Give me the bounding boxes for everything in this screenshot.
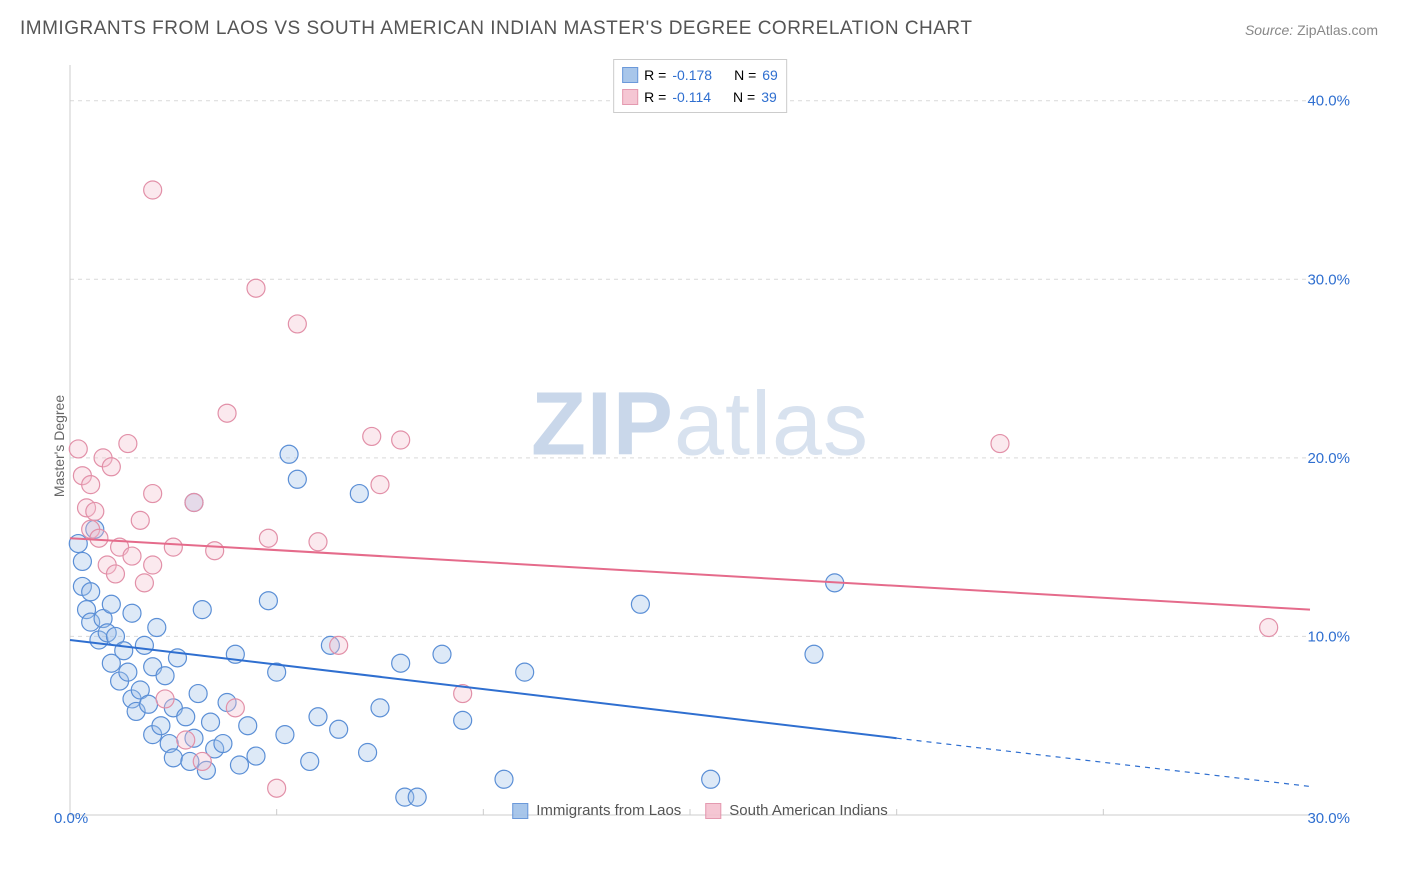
chart-area: ZIPatlas 10.0%20.0%30.0%40.0% R = -0.178… bbox=[50, 55, 1350, 825]
legend-row-laos: R = -0.178 N = 69 bbox=[622, 64, 778, 86]
legend-item-sai: South American Indians bbox=[705, 802, 887, 819]
r-value-sai: -0.114 bbox=[672, 86, 711, 108]
swatch-sai-bottom bbox=[705, 803, 721, 819]
scatter-plot-svg: 10.0% 20.0% 30.0% 40.0% bbox=[50, 55, 1350, 825]
legend-item-laos: Immigrants from Laos bbox=[512, 802, 681, 819]
r-value-laos: -0.178 bbox=[672, 64, 712, 86]
legend-row-sai: R = -0.114 N = 39 bbox=[622, 86, 778, 108]
chart-title: IMMIGRANTS FROM LAOS VS SOUTH AMERICAN I… bbox=[20, 18, 972, 40]
x-tick-min: 0.0% bbox=[54, 810, 88, 827]
n-value-sai: 39 bbox=[761, 86, 777, 108]
svg-text:10.0%: 10.0% bbox=[1307, 628, 1350, 645]
source-value: ZipAtlas.com bbox=[1297, 22, 1378, 38]
n-value-laos: 69 bbox=[762, 64, 778, 86]
legend-series: Immigrants from Laos South American Indi… bbox=[512, 802, 887, 819]
n-label-sai: N = bbox=[733, 86, 755, 108]
r-label-laos: R = bbox=[644, 64, 666, 86]
source-label: Source: bbox=[1245, 22, 1293, 38]
swatch-laos-bottom bbox=[512, 803, 528, 819]
legend-correlation: R = -0.178 N = 69 R = -0.114 N = 39 bbox=[613, 59, 787, 113]
swatch-sai bbox=[622, 89, 638, 105]
n-label-laos: N = bbox=[734, 64, 756, 86]
r-label-sai: R = bbox=[644, 86, 666, 108]
swatch-laos bbox=[622, 67, 638, 83]
legend-label-laos: Immigrants from Laos bbox=[536, 802, 681, 819]
svg-text:30.0%: 30.0% bbox=[1307, 271, 1350, 288]
x-tick-max: 30.0% bbox=[1307, 810, 1350, 827]
legend-label-sai: South American Indians bbox=[729, 802, 887, 819]
svg-text:40.0%: 40.0% bbox=[1307, 93, 1350, 110]
source-credit: Source: ZipAtlas.com bbox=[1245, 22, 1378, 38]
svg-text:20.0%: 20.0% bbox=[1307, 450, 1350, 467]
